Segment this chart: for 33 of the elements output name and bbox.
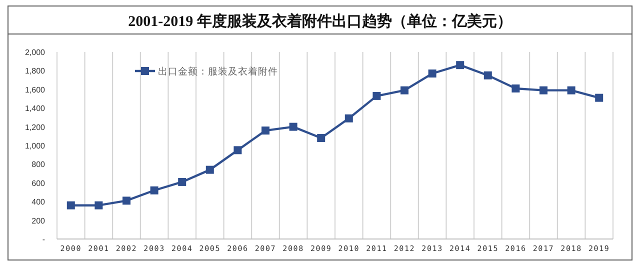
point <box>428 70 436 78</box>
point <box>484 71 492 80</box>
y-tick-label: 1,800 <box>24 66 46 76</box>
point <box>150 186 158 194</box>
point <box>262 126 270 135</box>
y-tick-label: 800 <box>32 160 46 170</box>
point <box>344 114 353 122</box>
y-tick-label: 1,600 <box>24 85 46 94</box>
legend-label: 出口金额：服装及衣着附件 <box>158 66 278 78</box>
y-tick-label: 1,000 <box>24 142 46 150</box>
point <box>540 86 548 94</box>
point <box>456 61 464 70</box>
point <box>595 94 604 102</box>
point <box>66 201 75 210</box>
point <box>289 122 298 131</box>
y-tick-label: 1,200 <box>24 122 46 132</box>
point <box>178 178 186 186</box>
y-tick-label: 2,000 <box>24 48 46 57</box>
point <box>512 84 520 92</box>
y-tick-label: - <box>42 235 46 244</box>
point <box>94 201 103 210</box>
point <box>567 86 576 94</box>
point <box>122 196 130 205</box>
y-tick-label: 600 <box>32 178 46 188</box>
y-tick-label: 200 <box>32 216 46 226</box>
point <box>206 166 214 174</box>
y-tick-label: 400 <box>32 198 46 207</box>
point <box>400 86 408 94</box>
chart-title: 2001-2019 年度服装及衣着附件出口趋势（单位：亿美元） <box>128 12 512 30</box>
y-tick-label: 1,400 <box>24 104 46 114</box>
point <box>317 134 326 142</box>
point <box>372 92 381 100</box>
point <box>234 146 242 154</box>
